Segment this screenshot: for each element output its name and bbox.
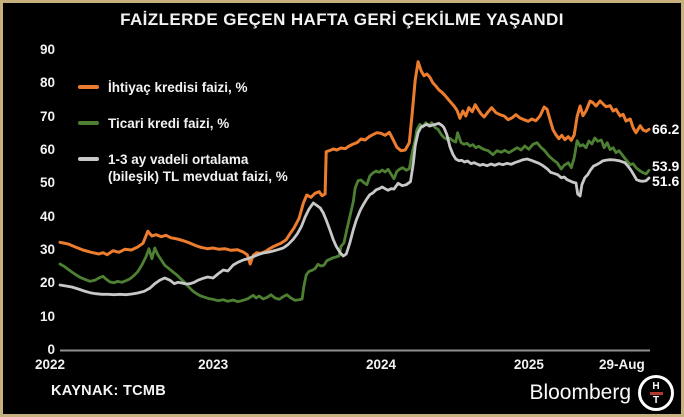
y-tick-40: 40 [39, 208, 55, 224]
y-tick-70: 70 [39, 108, 55, 124]
y-tick-60: 60 [39, 142, 55, 157]
ht-logo-h: H [652, 380, 660, 392]
consumer-line-swatch-icon [78, 85, 99, 89]
ht-logo-red-bar [649, 391, 663, 395]
deposit-line-swatch-icon [78, 157, 99, 161]
x-tick-2022: 2022 [34, 357, 65, 372]
legend-label-deposit-line2: (bileşik) TL mevduat faizi, % [108, 169, 288, 184]
commercial-line-swatch-icon [78, 121, 99, 125]
y-tick-80: 80 [39, 75, 55, 91]
x-tick-2023: 2023 [198, 357, 229, 372]
y-tick-30: 30 [39, 242, 55, 257]
end-value-deposit: 51.6 [652, 173, 680, 190]
legend-label-commercial: Ticari kredi faizi, % [108, 116, 230, 131]
legend-label-deposit: 1-3 ay vadeli ortalama (bileşik) TL mevd… [108, 151, 288, 185]
end-value-commercial: 53.9 [652, 158, 680, 175]
end-value-consumer: 66.2 [652, 120, 680, 137]
source-credit: KAYNAK: TCMB [51, 383, 167, 399]
ht-logo-icon: H T [638, 375, 674, 411]
chart-plot [58, 60, 651, 352]
legend-item-deposit: 1-3 ay vadeli ortalama (bileşik) TL mevd… [78, 151, 288, 185]
y-tick-10: 10 [39, 308, 55, 324]
y-tick-20: 20 [39, 275, 55, 291]
brand-logo: Bloomberg H T [529, 375, 674, 411]
legend-label-deposit-line1: 1-3 ay vadeli ortalama [108, 152, 249, 167]
legend: İhtiyaç kredisi faizi, % Ticari kredi fa… [78, 79, 288, 204]
x-tick-2024: 2024 [365, 357, 397, 372]
chart-title: FAİZLERDE GEÇEN HAFTA GERİ ÇEKİLME YAŞAN… [120, 10, 564, 29]
series-line-consumer [58, 60, 651, 266]
y-tick-0: 0 [47, 342, 55, 357]
series-line-deposit [58, 121, 651, 297]
series-line-commercial [58, 121, 651, 304]
legend-label-consumer: İhtiyaç kredisi faizi, % [108, 80, 248, 95]
x-tick-2025: 2025 [513, 357, 544, 372]
legend-item-consumer: İhtiyaç kredisi faizi, % [78, 79, 288, 96]
x-tick-29-Aug: 29-Aug [599, 357, 645, 372]
bloomberg-wordmark: Bloomberg [529, 381, 631, 404]
y-tick-90: 90 [39, 42, 55, 57]
legend-item-commercial: Ticari kredi faizi, % [78, 115, 288, 132]
y-tick-50: 50 [39, 175, 55, 191]
ht-logo-t: T [652, 394, 660, 406]
